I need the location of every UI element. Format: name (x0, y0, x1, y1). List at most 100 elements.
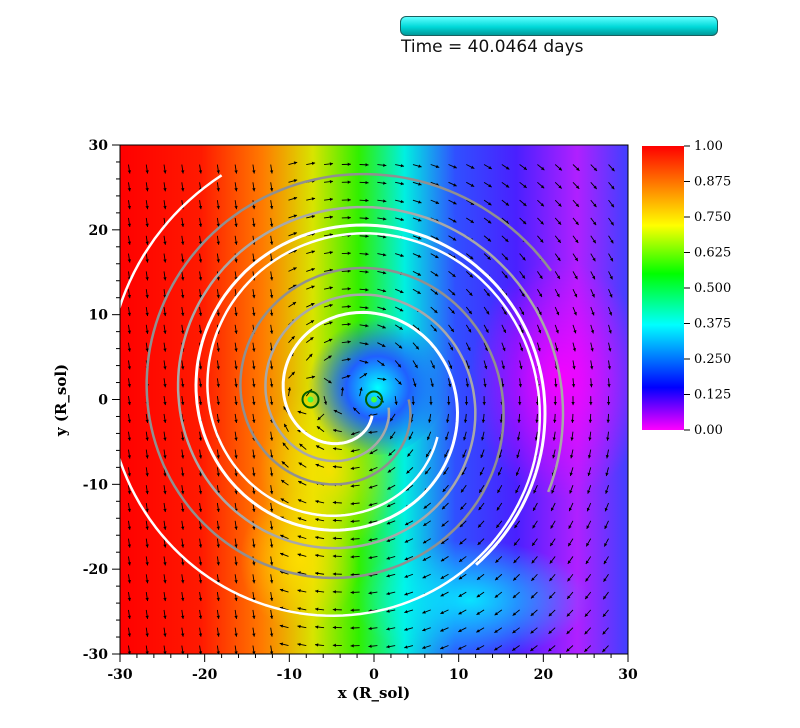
velocity-arrowhead (400, 253, 404, 257)
velocity-arrowhead (570, 454, 574, 459)
x-tick-label: 20 (534, 667, 554, 683)
velocity-arrowhead (429, 401, 433, 406)
velocity-arrowhead (310, 303, 315, 307)
velocity-arrowhead (315, 499, 319, 504)
velocity-arrowhead (383, 181, 387, 185)
velocity-arrowhead (216, 188, 220, 192)
y-tick-label: 10 (89, 308, 109, 324)
velocity-arrowhead (332, 572, 336, 576)
velocity-arrowhead (309, 353, 313, 358)
velocity-arrowhead (283, 406, 287, 410)
velocity-arrowhead (234, 437, 238, 441)
velocity-arrowhead (405, 487, 410, 491)
velocity-arrowhead (291, 371, 295, 376)
velocity-arrowhead (495, 576, 499, 581)
velocity-arrowhead (418, 200, 422, 204)
velocity-arrowhead (566, 648, 570, 652)
velocity-arrowhead (550, 542, 554, 547)
velocity-arrowhead (470, 201, 475, 205)
velocity-arrowhead (427, 436, 431, 441)
velocity-arrowhead (368, 430, 372, 435)
velocity-arrowhead (293, 267, 297, 271)
velocity-arrowhead (269, 384, 274, 388)
velocity-arrowhead (605, 455, 610, 459)
velocity-arrowhead (479, 471, 483, 476)
velocity-arrowhead (422, 628, 426, 632)
gray-contour (176, 205, 565, 550)
velocity-arrowhead (538, 311, 542, 316)
velocity-arrowhead (406, 470, 410, 474)
velocity-arrowhead (386, 609, 390, 613)
velocity-arrowhead (216, 633, 220, 637)
velocity-arrowhead (522, 220, 527, 225)
velocity-arrowhead (423, 505, 428, 509)
velocity-arrowhead (310, 320, 315, 324)
velocity-arrowhead (548, 612, 553, 617)
velocity-arrowhead (315, 607, 319, 611)
velocity-arrowhead (390, 435, 394, 440)
velocity-arrowhead (328, 338, 333, 342)
velocity-arrowhead (463, 437, 467, 441)
velocity-arrowhead (234, 188, 238, 192)
velocity-arrowhead (145, 277, 149, 281)
velocity-arrowhead (383, 199, 387, 203)
velocity-arrowhead (281, 480, 285, 484)
velocity-arrowhead (369, 451, 374, 455)
velocity-arrowhead (483, 383, 487, 388)
velocity-arrowhead (513, 542, 518, 546)
velocity-arrowhead (458, 628, 462, 632)
velocity-arrowhead (181, 330, 185, 334)
velocity-arrowhead (332, 625, 336, 630)
velocity-arrowhead (400, 181, 404, 186)
x-tick-label: 30 (618, 667, 638, 683)
velocity-arrowhead (127, 259, 132, 263)
velocity-arrowhead (293, 196, 298, 201)
velocity-arrowhead (315, 625, 319, 629)
velocity-arrowhead (590, 330, 595, 334)
velocity-arrowhead (517, 419, 521, 423)
velocity-arrowhead (458, 646, 462, 650)
velocity-arrowhead (532, 542, 536, 546)
velocity-arrowhead (332, 608, 336, 612)
velocity-arrowhead (404, 539, 409, 543)
colorbar-tick-label: 0.500 (694, 281, 731, 296)
velocity-arrowhead (269, 473, 274, 477)
velocity-arrowhead (478, 524, 482, 528)
velocity-arrowhead (329, 286, 333, 290)
velocity-arrowhead (591, 293, 595, 298)
velocity-arrowhead (163, 401, 167, 406)
velocity-arrowhead (460, 506, 464, 510)
velocity-arrowhead (127, 384, 132, 388)
velocity-arrowhead (518, 401, 522, 406)
velocity-arrowhead (450, 328, 454, 333)
velocity-arrowhead (411, 401, 415, 406)
velocity-arrowhead (363, 373, 368, 377)
velocity-arrowhead (284, 423, 288, 428)
y-axis-title: y (R_sol) (52, 364, 70, 437)
velocity-arrowhead (181, 384, 185, 388)
velocity-arrowhead (145, 223, 149, 227)
velocity-arrowhead (127, 579, 132, 584)
white-contour (120, 174, 542, 617)
velocity-arrowhead (269, 562, 274, 566)
velocity-arrowhead (540, 239, 544, 243)
velocity-arrowhead (533, 489, 537, 494)
velocity-arrowhead (435, 164, 440, 169)
velocity-arrowhead (163, 579, 167, 584)
velocity-arrowhead (234, 205, 238, 210)
velocity-arrowhead (407, 453, 411, 457)
velocity-arrowhead (234, 312, 238, 317)
velocity-arrowhead (588, 419, 593, 423)
velocity-arrowhead (607, 384, 611, 388)
velocity-arrowhead (234, 419, 238, 423)
velocity-arrowhead (399, 308, 404, 312)
velocity-arrowhead (593, 185, 597, 190)
velocity-arrowhead (540, 203, 544, 207)
velocity-arrowhead (198, 455, 203, 459)
velocity-arrowhead (523, 166, 527, 170)
velocity-arrowhead (216, 651, 220, 654)
velocity-arrowhead (445, 436, 449, 441)
velocity-arrowhead (163, 437, 167, 441)
velocity-arrowhead (404, 645, 408, 649)
velocity-arrowhead (426, 453, 430, 458)
